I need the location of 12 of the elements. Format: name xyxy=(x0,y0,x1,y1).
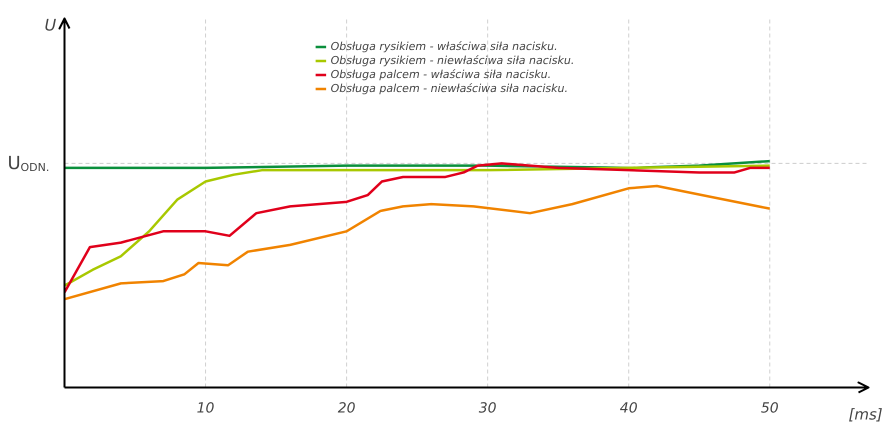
ref-line-label: UODN. xyxy=(8,152,50,174)
legend-label: Obsługa rysikiem - niewłaściwa siła nacisku. xyxy=(330,54,574,67)
x-tick-label: 10 xyxy=(196,400,215,416)
text: U xyxy=(44,16,56,34)
legend-label: Obsługa rysikiem - właściwa siła nacisku. xyxy=(330,40,558,53)
x-tick-label: 30 xyxy=(478,400,497,416)
x-tick-label: 50 xyxy=(760,400,779,416)
legend-label: Obsługa palcem - właściwa siła nacisku. xyxy=(330,68,552,81)
x-axis-title: [ms] xyxy=(848,406,883,424)
x-tick-label: 40 xyxy=(620,400,638,416)
legend-label: Obsługa palcem - niewłaściwa siła nacisku. xyxy=(330,82,568,95)
x-tick-label: 20 xyxy=(338,400,356,416)
